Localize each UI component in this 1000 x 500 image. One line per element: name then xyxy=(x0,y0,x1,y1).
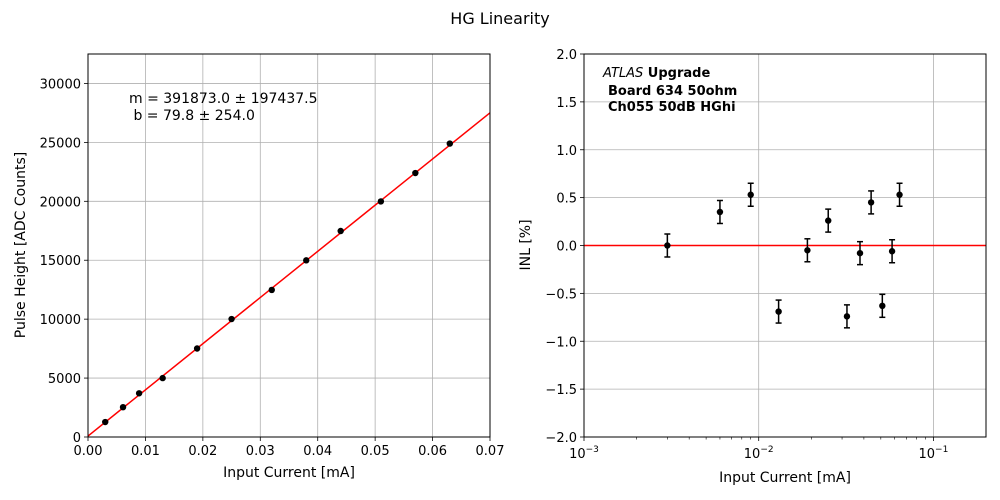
right-x-tick-label: 10−3 xyxy=(569,445,599,462)
left-x-tick-label: 0.07 xyxy=(476,444,505,459)
atlas-label-upgrade: Upgrade xyxy=(643,66,710,81)
left-data-point xyxy=(412,169,419,177)
left-y-tick-label: 30000 xyxy=(40,77,81,92)
inl-data-point xyxy=(825,217,832,224)
right-x-axis-label: Input Current [mA] xyxy=(719,470,851,486)
right-y-tick-label: −1.0 xyxy=(545,335,577,350)
left-x-tick-label: 0.05 xyxy=(361,444,390,459)
linearity-panel: 0.00 0.01 0.02 0.03 0.04 0.05 0.06 0.07 0 5000 10… xyxy=(13,53,505,481)
left-y-tick-label: 0 xyxy=(73,431,81,446)
inl-data-point xyxy=(896,191,903,198)
inl-data-point xyxy=(856,249,864,257)
left-x-axis-label: Input Current [mA] xyxy=(223,465,355,481)
right-y-tick-label: 0.5 xyxy=(556,192,577,207)
left-fit-annotation-line2: b = 79.8 ± 254.0 xyxy=(129,108,255,124)
left-y-tick-label: 20000 xyxy=(40,195,81,210)
inl-data-point xyxy=(775,308,782,315)
inl-data-point xyxy=(879,302,886,310)
left-y-tick-label: 25000 xyxy=(40,136,81,151)
right-y-tick-label: −0.5 xyxy=(545,287,577,302)
left-x-tick-label: 0.00 xyxy=(74,444,103,459)
right-x-tick-label: 10−2 xyxy=(744,445,774,462)
left-data-point xyxy=(119,403,127,411)
right-y-ticks: −2.0 −1.5 −1.0 −0.5 0.0 0.5 1.0 1.5 2.0 xyxy=(545,48,584,446)
right-y-tick-label: 0.0 xyxy=(556,240,577,255)
left-x-tick-label: 0.04 xyxy=(303,444,332,459)
left-data-point xyxy=(377,198,385,205)
left-data-point xyxy=(337,227,344,235)
atlas-label: ATLAS Upgrade xyxy=(602,66,710,81)
left-fit-line-group xyxy=(87,112,491,437)
left-data-point xyxy=(193,345,201,352)
left-fit-line xyxy=(87,112,491,437)
left-data-point xyxy=(268,286,275,294)
left-data-point xyxy=(135,390,143,397)
left-y-ticks: 0 5000 10000 15000 20000 25000 30000 xyxy=(40,77,88,446)
left-x-ticks: 0.00 0.01 0.02 0.03 0.04 0.05 0.06 0.07 xyxy=(74,437,505,459)
inl-data-point xyxy=(867,199,875,206)
right-y-tick-label: −2.0 xyxy=(545,431,577,446)
inl-data-point xyxy=(664,242,671,249)
inl-data-point xyxy=(747,191,754,198)
inl-data-point xyxy=(804,247,811,254)
right-data-points xyxy=(664,182,903,329)
left-data-point xyxy=(303,257,310,264)
right-plot-frame xyxy=(583,53,987,438)
board-label: Board 634 50ohm xyxy=(608,84,737,99)
left-y-tick-label: 5000 xyxy=(48,372,81,387)
left-fit-annotation-line1: m = 391873.0 ± 197437.5 xyxy=(129,91,318,107)
inl-data-point xyxy=(716,208,724,216)
left-y-tick-label: 15000 xyxy=(40,254,81,269)
right-y-tick-label: 1.5 xyxy=(556,96,577,111)
right-y-tick-label: 2.0 xyxy=(556,48,577,63)
right-y-axis-label: INL [%] xyxy=(518,219,534,270)
channel-label: Ch055 50dB HGhi xyxy=(608,100,736,115)
left-data-point xyxy=(102,418,109,426)
right-y-tick-label: 1.0 xyxy=(556,144,577,159)
inl-data-point xyxy=(888,248,896,255)
right-y-tick-label: −1.5 xyxy=(545,383,577,398)
left-x-tick-label: 0.03 xyxy=(246,444,275,459)
left-grid xyxy=(87,54,491,438)
left-x-tick-label: 0.02 xyxy=(188,444,217,459)
left-data-points xyxy=(102,140,453,426)
left-data-point xyxy=(159,374,166,382)
atlas-label-italic: ATLAS xyxy=(602,66,643,81)
left-plot-frame xyxy=(87,53,491,438)
left-y-tick-label: 10000 xyxy=(40,313,81,328)
left-data-point xyxy=(446,140,453,147)
inl-data-point xyxy=(843,313,851,320)
inl-panel: 10−3 10−2 10−1 −2.0 −1.5 −1.0 −0.5 0.0 0.5 1.0 1.… xyxy=(518,48,987,486)
figure-title: HG Linearity xyxy=(450,9,549,28)
left-x-tick-label: 0.01 xyxy=(131,444,160,459)
right-x-ticks: 10−3 10−2 10−1 xyxy=(569,437,948,462)
left-data-point xyxy=(228,315,235,323)
right-x-tick-label: 10−1 xyxy=(918,445,948,462)
left-x-tick-label: 0.06 xyxy=(418,444,447,459)
left-y-axis-label: Pulse Height [ADC Counts] xyxy=(13,152,29,338)
